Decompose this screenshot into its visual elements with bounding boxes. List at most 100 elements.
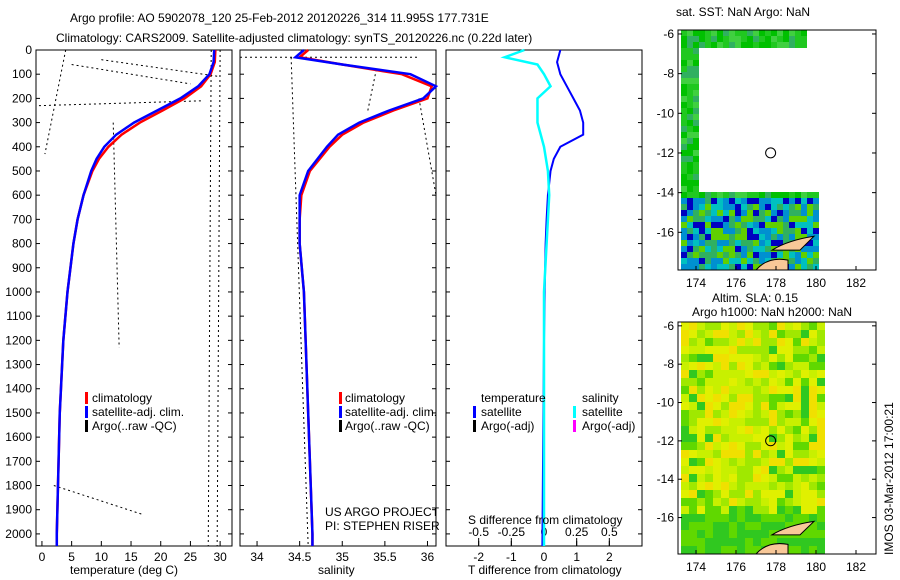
x-tick-label: 174 xyxy=(686,560,706,574)
y-tick-label: -6 xyxy=(663,319,674,333)
x-tick-label: 176 xyxy=(726,560,746,574)
map-cell xyxy=(687,144,693,150)
map-cell xyxy=(759,216,765,222)
map-cell xyxy=(705,338,713,346)
map-cell xyxy=(801,402,809,410)
map-cell xyxy=(689,546,697,554)
map-cell xyxy=(729,222,735,228)
map-cell xyxy=(777,418,785,426)
y-tick-label: 2000 xyxy=(5,527,32,541)
map-cell xyxy=(785,514,793,522)
map-cell xyxy=(745,474,753,482)
map-cell xyxy=(809,346,817,354)
map-cell xyxy=(729,216,735,222)
map-cell xyxy=(705,458,713,466)
map-cell xyxy=(687,204,693,210)
map-cell xyxy=(729,418,737,426)
map-cell xyxy=(817,482,825,490)
map-cell xyxy=(721,322,729,330)
map-cell xyxy=(681,48,687,54)
map-cell xyxy=(737,474,745,482)
y-tick-label: 500 xyxy=(12,164,32,178)
map-cell xyxy=(681,522,689,530)
map-cell xyxy=(817,370,825,378)
map-cell xyxy=(785,370,793,378)
map-cell xyxy=(697,474,705,482)
map-cell xyxy=(817,394,825,402)
imos-timestamp: IMOS 03-Mar-2012 17:00:21 xyxy=(882,402,896,555)
map-cell xyxy=(765,240,771,246)
map-cell xyxy=(713,450,721,458)
salinity-axis-label: salinity xyxy=(318,563,355,577)
map-cell xyxy=(737,538,745,546)
map-cell xyxy=(721,346,729,354)
map-cell xyxy=(699,222,705,228)
map-cell xyxy=(785,450,793,458)
map-cell xyxy=(693,174,699,180)
map-cell xyxy=(693,252,699,258)
y-tick-label: -6 xyxy=(663,27,674,41)
map-cell xyxy=(745,410,753,418)
map-cell xyxy=(785,418,793,426)
map-cell xyxy=(771,210,777,216)
map-cell xyxy=(717,30,723,36)
map-cell xyxy=(753,30,759,36)
map-cell xyxy=(713,490,721,498)
map-cell xyxy=(817,378,825,386)
map-cell xyxy=(783,228,789,234)
map-cell xyxy=(729,482,737,490)
map-cell xyxy=(753,442,761,450)
map-cell xyxy=(705,258,711,264)
map-cell xyxy=(795,42,801,48)
map-cell xyxy=(737,546,745,554)
legend-label: satellite xyxy=(582,405,623,419)
map-cell xyxy=(681,264,687,270)
map-cell xyxy=(705,330,713,338)
map-cell xyxy=(713,338,721,346)
map-cell xyxy=(745,506,753,514)
map-cell xyxy=(809,378,817,386)
map-cell xyxy=(687,78,693,84)
map-cell xyxy=(817,418,825,426)
map-cell xyxy=(681,168,687,174)
map-cell xyxy=(711,222,717,228)
map-cell xyxy=(689,354,697,362)
y-tick-label: 1700 xyxy=(5,454,32,468)
map-cell xyxy=(809,482,817,490)
map-cell xyxy=(809,338,817,346)
map-cell xyxy=(693,132,699,138)
map-cell xyxy=(693,30,699,36)
map-cell xyxy=(681,174,687,180)
map-cell xyxy=(801,498,809,506)
map-cell xyxy=(753,482,761,490)
map-cell xyxy=(705,538,713,546)
title-line-1: Argo profile: AO 5902078_120 25-Feb-2012… xyxy=(70,11,489,25)
map-cell xyxy=(687,156,693,162)
map-cell xyxy=(801,36,807,42)
plot-frame xyxy=(239,49,437,547)
map-cell xyxy=(687,36,693,42)
map-cell xyxy=(697,434,705,442)
map-cell xyxy=(705,402,713,410)
map-cell xyxy=(795,210,801,216)
map-cell xyxy=(817,522,825,530)
map-cell xyxy=(769,514,777,522)
map-cell xyxy=(765,30,771,36)
sst-map-title: sat. SST: NaN Argo: NaN xyxy=(676,5,810,19)
legend-header-temperature: temperature xyxy=(481,391,546,405)
map-cell xyxy=(697,458,705,466)
map-cell xyxy=(687,72,693,78)
map-cell xyxy=(813,240,819,246)
temperature-legend: climatology satellite-adj. clim. Argo(..… xyxy=(85,391,184,433)
map-cell xyxy=(737,466,745,474)
map-cell xyxy=(681,490,689,498)
map-cell xyxy=(753,234,759,240)
legend-swatch-argo xyxy=(339,420,342,432)
map-cell xyxy=(711,198,717,204)
map-cell xyxy=(735,210,741,216)
map-cell xyxy=(681,114,687,120)
map-cell xyxy=(697,418,705,426)
map-cell xyxy=(777,216,783,222)
map-cell xyxy=(809,522,817,530)
map-cell xyxy=(801,530,809,538)
